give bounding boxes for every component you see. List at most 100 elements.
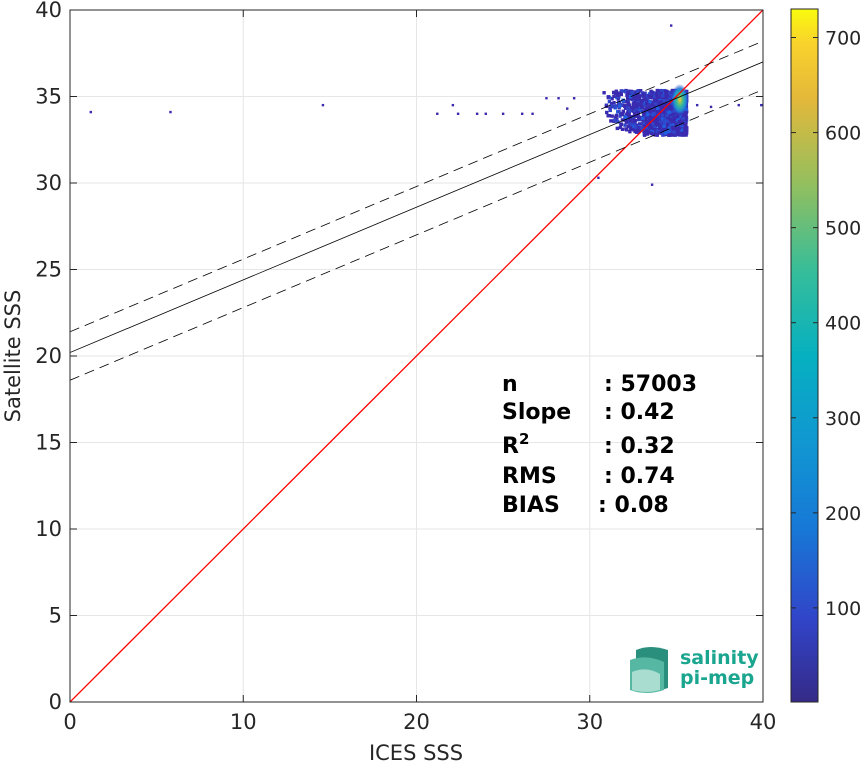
density-cell	[652, 95, 656, 99]
identity-line	[70, 10, 763, 702]
salinity-pimep-logo: salinity pi-mep	[630, 647, 759, 693]
density-cell	[664, 130, 668, 135]
density-cell	[615, 126, 620, 131]
density-cell	[673, 125, 677, 130]
density-cloud	[89, 24, 763, 186]
density-cell	[631, 128, 636, 132]
density-cell	[648, 126, 653, 130]
density-cell	[627, 103, 632, 107]
density-cell	[621, 109, 626, 113]
density-cell	[615, 117, 619, 121]
density-cell	[631, 90, 635, 95]
density-cell	[626, 91, 630, 95]
density-cell	[614, 89, 619, 93]
density-cell	[655, 118, 659, 122]
density-cell	[637, 117, 641, 121]
density-cell	[643, 131, 647, 135]
y-tick-label: 35	[35, 85, 62, 109]
density-cell	[648, 99, 652, 104]
density-cell	[645, 110, 649, 114]
density-cell	[623, 118, 628, 122]
density-cell	[676, 131, 680, 135]
density-cell	[667, 110, 671, 114]
stat-label: BIAS	[502, 493, 560, 518]
density-cell	[612, 101, 616, 105]
density-cell	[668, 91, 672, 95]
density-cell	[668, 132, 673, 137]
outlier-point	[436, 112, 439, 115]
density-cell	[670, 125, 674, 130]
density-cell	[614, 115, 618, 119]
density-cell	[629, 97, 633, 101]
density-cell	[618, 125, 623, 130]
regression-line	[70, 61, 763, 353]
density-cell	[639, 94, 643, 98]
density-cell	[657, 127, 662, 131]
density-cell	[650, 100, 654, 104]
density-cell	[642, 93, 646, 98]
wave-logo-icon	[630, 647, 668, 693]
density-cell	[624, 120, 629, 124]
density-cell	[639, 99, 644, 104]
y-tick-label: 10	[35, 517, 62, 541]
density-cell	[672, 133, 676, 137]
density-cell	[639, 127, 643, 132]
density-cell	[607, 99, 612, 104]
outlier-point	[572, 97, 576, 100]
density-cell	[655, 106, 660, 111]
density-cell	[680, 119, 684, 124]
density-cell	[670, 88, 675, 93]
density-cell	[651, 122, 655, 126]
density-cell	[647, 94, 651, 98]
density-cell	[642, 103, 647, 108]
density-cell	[659, 124, 664, 129]
density-cell	[629, 126, 633, 130]
stat-value: : 57003	[604, 372, 697, 397]
colorbar: 100 200 300 400 500 600 700	[790, 8, 861, 703]
density-cell	[645, 132, 650, 136]
density-cell	[665, 109, 669, 114]
density-cell	[662, 111, 667, 115]
density-cell	[611, 90, 616, 95]
density-cell	[649, 117, 653, 121]
logo-line2: pi-mep	[680, 667, 754, 689]
density-cell	[628, 119, 633, 123]
density-cell	[636, 97, 640, 101]
density-cell	[682, 128, 686, 132]
y-tick-label: 40	[35, 0, 62, 22]
density-cell	[657, 118, 661, 123]
density-cell	[676, 115, 680, 119]
density-cell	[664, 107, 669, 111]
density-cell	[665, 119, 670, 124]
density-cell	[684, 133, 688, 137]
density-cell	[669, 117, 673, 121]
density-cell	[653, 102, 658, 106]
density-cell	[615, 91, 620, 95]
outlier-point	[760, 103, 763, 107]
density-cell	[652, 100, 657, 104]
density-cell	[652, 124, 657, 128]
density-cell	[649, 94, 654, 99]
density-cell	[661, 104, 665, 109]
density-cell	[645, 115, 650, 119]
y-tick-label: 20	[35, 344, 62, 368]
density-cell	[660, 94, 665, 98]
density-cell	[644, 103, 648, 107]
stats-box: n: 57003 Slope: 0.42 R2: 0.32 RMS: 0.74 BIAS…	[502, 372, 697, 518]
outlier-point	[709, 105, 713, 109]
density-cell	[647, 108, 652, 113]
density-cell	[657, 96, 661, 100]
density-cell	[642, 111, 646, 115]
outlier-point	[695, 103, 699, 107]
logo-line1: salinity	[680, 647, 759, 669]
density-cell	[660, 113, 664, 118]
density-cell	[608, 108, 612, 113]
density-cell	[661, 119, 666, 123]
density-cell	[644, 116, 649, 121]
colorbar-tick-label: 500	[825, 218, 861, 240]
density-cell	[634, 125, 638, 129]
stat-value: : 0.42	[604, 400, 675, 425]
density-cell	[627, 93, 631, 98]
density-cell	[631, 105, 635, 110]
colorbar-gradient	[790, 8, 819, 703]
